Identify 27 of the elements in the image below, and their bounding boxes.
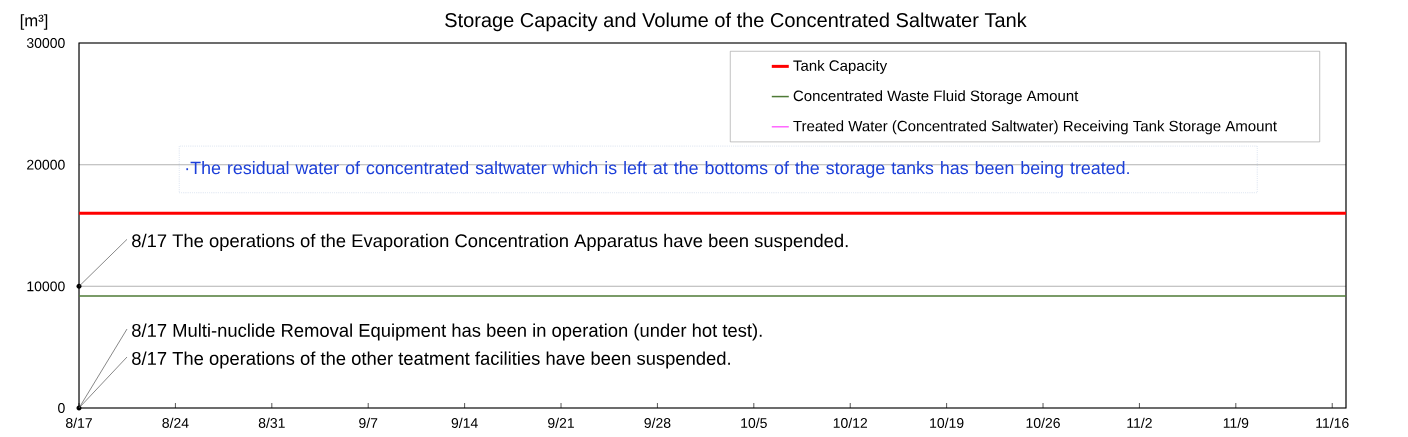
x-tick-label: 9/14 — [451, 417, 478, 428]
x-tick-label: 11/9 — [1223, 417, 1249, 428]
annotation: 8/17 Multi-nuclide Removal Equipment has been in operation (under hot test). — [132, 323, 762, 341]
y-tick-label: 30000 — [26, 38, 65, 48]
annotation: 8/17 The operations of the other teatment facilities have been suspended. — [132, 351, 730, 369]
x-tick-label: 8/17 — [65, 417, 92, 428]
x-tick-label: 8/24 — [162, 417, 189, 428]
x-tick-label: 8/31 — [258, 417, 285, 428]
annotation: ·The residual water of concentrated saltwater which is left at the bottoms of the storage tanks has been being treated. — [186, 161, 1129, 178]
y-tick-label: 20000 — [27, 159, 65, 170]
x-tick-label: 10/26 — [1026, 417, 1060, 428]
legend-label: Concentrated Waste Fluid Storage Amount — [793, 90, 1079, 105]
x-tick-label: 10/12 — [833, 417, 868, 428]
x-tick-label: 9/7 — [359, 417, 378, 428]
legend-label: Treated Water (Concentrated Saltwater) Receiving Tank Storage Amount — [793, 120, 1277, 135]
x-tick-label: 9/21 — [548, 417, 574, 428]
x-tick-label: 11/2 — [1127, 417, 1152, 428]
y-tick-label: 0 — [58, 403, 65, 413]
y-axis-title: [m³] — [20, 14, 48, 30]
x-tick-label: 11/16 — [1316, 417, 1349, 428]
x-tick-label: 10/19 — [930, 417, 964, 428]
x-tick-label: 10/5 — [741, 417, 767, 428]
x-tick-label: 9/28 — [644, 417, 671, 428]
chart-title: Storage Capacity and Volume of the Concentrated Saltwater Tank — [445, 12, 1027, 32]
y-tick-label: 10000 — [27, 281, 65, 292]
legend-label: Tank Capacity — [793, 59, 888, 74]
annotation: 8/17 The operations of the Evaporation Concentration Apparatus have been suspended. — [132, 233, 848, 251]
